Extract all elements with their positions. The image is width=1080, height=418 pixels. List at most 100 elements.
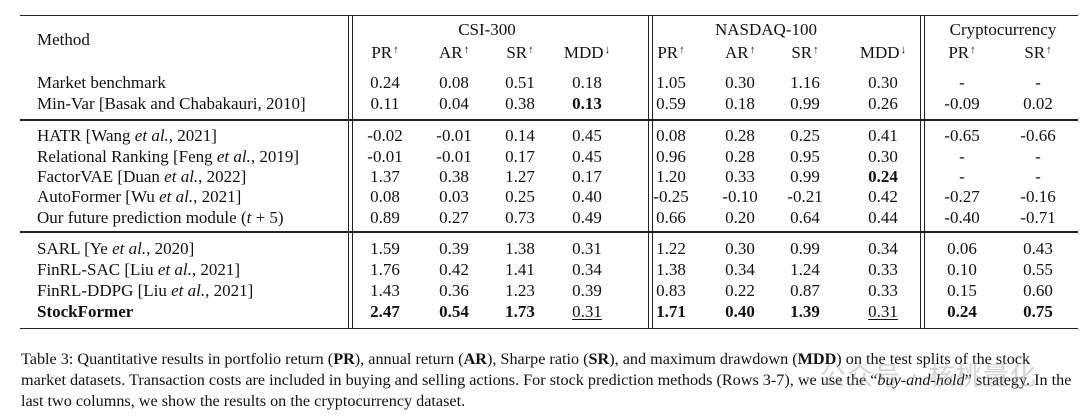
method-text: t xyxy=(246,208,252,227)
table-cell: 0.41 xyxy=(868,126,898,145)
table-cell: 1.71 xyxy=(656,302,686,321)
table-cell: 0.75 xyxy=(1023,302,1053,321)
table-row-method: HATR [Wang et al., 2021] xyxy=(37,125,217,146)
table-cell: 0.34 xyxy=(725,260,755,279)
method-text: FactorVAE [Duan xyxy=(37,167,165,186)
method-text: et al. xyxy=(134,126,169,145)
watermark: 公众号 · 核桃量化 xyxy=(820,362,1037,392)
table-cell: 0.24 xyxy=(868,167,898,186)
table-row-method: FinRL-DDPG [Liu et al., 2021] xyxy=(37,280,253,301)
table-cell: 0.64 xyxy=(790,208,820,227)
method-text: , 2021] xyxy=(193,187,242,206)
header-col: AR↑ xyxy=(414,40,494,63)
method-text: et al. xyxy=(159,187,194,206)
method-text: , 2022] xyxy=(198,167,247,186)
table-row-method: SARL [Ye et al., 2020] xyxy=(37,238,194,259)
table-cell: 1.23 xyxy=(505,281,535,300)
table-cell: 1.38 xyxy=(505,239,535,258)
table-cell: 1.73 xyxy=(505,302,535,321)
table-cell: 0.42 xyxy=(868,187,898,206)
method-text: Relational Ranking [Feng xyxy=(37,147,217,166)
method-text: et al. xyxy=(157,260,192,279)
method-text: et al. xyxy=(164,167,199,186)
table-cell: 0.08 xyxy=(656,126,686,145)
method-text: et al. xyxy=(216,147,251,166)
table-cell: 0.89 xyxy=(370,208,400,227)
table-cell: 0.42 xyxy=(439,260,469,279)
table-cell: 0.24 xyxy=(947,302,977,321)
table-cell: 1.38 xyxy=(656,260,686,279)
table-cell: 2.47 xyxy=(370,302,400,321)
table-cell: 0.18 xyxy=(725,94,755,113)
table-cell: 1.27 xyxy=(505,167,535,186)
table-row-method: FinRL-SAC [Liu et al., 2021] xyxy=(37,259,240,280)
column-divider xyxy=(348,15,349,328)
method-text: SARL [Ye xyxy=(37,239,113,258)
table-cell: 1.22 xyxy=(656,239,686,258)
table-cell: 0.66 xyxy=(656,208,686,227)
table-cell: 1.16 xyxy=(790,73,820,92)
header-col-label: SR xyxy=(506,43,528,62)
header-arrow: ↑ xyxy=(749,44,756,56)
table-rule xyxy=(20,328,1078,329)
table-cell: 0.02 xyxy=(1023,94,1053,113)
table-cell: 1.20 xyxy=(656,167,686,186)
table-rule xyxy=(20,119,1078,121)
method-text: et al. xyxy=(112,239,147,258)
table-cell: 0.10 xyxy=(947,260,977,279)
table-cell: 0.27 xyxy=(439,208,469,227)
table-cell: 0.28 xyxy=(725,147,755,166)
table-cell: 0.36 xyxy=(439,281,469,300)
caption-text: ), annual return ( xyxy=(354,350,464,368)
table-cell: 1.37 xyxy=(370,167,400,186)
header-col: PR↑ xyxy=(631,40,711,63)
table-cell: 0.33 xyxy=(868,260,898,279)
table-cell: 1.24 xyxy=(790,260,820,279)
header-arrow: ↓ xyxy=(900,44,907,56)
method-text: , 2020] xyxy=(146,239,195,258)
caption-text: ” strategy. In the last two columns, we … xyxy=(21,371,1072,410)
column-divider xyxy=(648,15,649,328)
method-text: Our future prediction module ( xyxy=(37,208,247,227)
caption-text: AR xyxy=(463,350,487,368)
table-cell: 0.54 xyxy=(439,302,469,321)
table-row-method: AutoFormer [Wu et al., 2021] xyxy=(37,186,241,207)
table-cell: 0.30 xyxy=(868,147,898,166)
table-cell: 0.20 xyxy=(725,208,755,227)
table-cell: 0.45 xyxy=(572,126,602,145)
caption-text: MDD xyxy=(797,350,837,368)
header-arrow: ↑ xyxy=(679,44,685,56)
method-text: HATR [Wang xyxy=(37,126,135,145)
table-cell: 0.96 xyxy=(656,147,686,166)
table-cell: 0.33 xyxy=(725,167,755,186)
header-col-label: MDD xyxy=(563,43,604,62)
table-cell: -0.66 xyxy=(1020,126,1056,145)
header-col: MDD↓ xyxy=(547,40,627,63)
method-text: FinRL-DDPG [Liu xyxy=(37,281,172,300)
table-cell: 0.45 xyxy=(572,147,602,166)
table-cell: 0.24 xyxy=(370,73,400,92)
table-cell: 0.08 xyxy=(439,73,469,92)
table-cell: - xyxy=(1035,73,1041,92)
table-cell: 0.73 xyxy=(505,208,535,227)
column-divider xyxy=(924,15,925,328)
header-arrow: ↓ xyxy=(604,44,611,56)
method-text: Min-Var [Basak and Chabakauri, 2010] xyxy=(37,94,306,113)
header-method: Method xyxy=(37,30,90,49)
caption-text: ) on the test splits of the stock market… xyxy=(21,350,1031,389)
header-col: SR↑ xyxy=(998,40,1078,63)
table-cell: 0.38 xyxy=(505,94,535,113)
caption-text: Table 3: Quantitative results in portfol… xyxy=(21,350,334,368)
caption-text: ), Sharpe ratio ( xyxy=(486,350,589,368)
table-cell: 0.40 xyxy=(725,302,755,321)
method-text: AutoFormer [Wu xyxy=(37,187,160,206)
table-cell: -0.65 xyxy=(944,126,980,145)
table-cell: - xyxy=(959,73,965,92)
table-cell: 0.33 xyxy=(868,281,898,300)
table-cell: 0.08 xyxy=(370,187,400,206)
method-text: , 2021] xyxy=(205,281,254,300)
table-row-method: Our future prediction module (t + 5) xyxy=(37,207,284,228)
table-cell: 0.83 xyxy=(656,281,686,300)
table-cell: -0.16 xyxy=(1020,187,1056,206)
table-cell: - xyxy=(959,167,965,186)
